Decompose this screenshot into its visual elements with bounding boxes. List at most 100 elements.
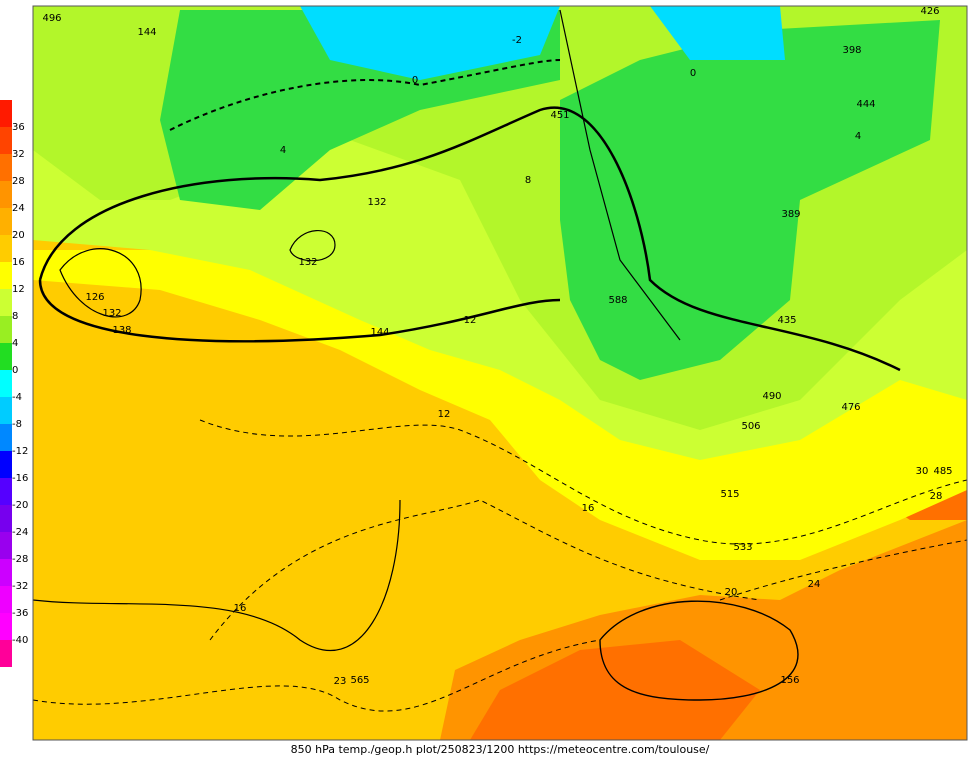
colorbar-swatch xyxy=(0,532,12,559)
colorbar-label: 28 xyxy=(12,176,25,187)
contour-144 xyxy=(38,279,561,343)
contour-label: 12 xyxy=(438,409,451,420)
colorbar-label: 4 xyxy=(12,338,18,349)
contour-132 xyxy=(59,248,142,318)
contours xyxy=(33,9,967,712)
contour-label: 132 xyxy=(367,197,386,208)
colorbar-label: 20 xyxy=(12,230,25,241)
contour-label: 496 xyxy=(42,13,61,24)
contour-label: 389 xyxy=(781,209,800,220)
colorbar-label: -32 xyxy=(12,581,28,592)
colorbar-swatch xyxy=(0,370,12,397)
contour-label: 126 xyxy=(85,292,104,303)
contour-label: 12 xyxy=(464,315,477,326)
contour-label: 426 xyxy=(920,6,939,17)
contour-12 xyxy=(199,419,967,545)
colorbar-label: 0 xyxy=(12,365,18,376)
contour-label: 0 xyxy=(412,75,418,86)
colorbar-label: 16 xyxy=(12,257,25,268)
colorbar-swatch xyxy=(0,154,12,181)
contour-label: 588 xyxy=(608,295,627,306)
contour-label: 4 xyxy=(855,131,861,142)
contour-144 xyxy=(38,106,901,372)
contour-label: 4 xyxy=(280,145,286,156)
contour-label: 485 xyxy=(933,466,952,477)
contour-label: 16 xyxy=(234,603,247,614)
colorbar-swatch xyxy=(0,262,12,289)
contour-label: 435 xyxy=(777,315,796,326)
colorbar-swatch xyxy=(0,289,12,316)
contour-label: 506 xyxy=(741,421,760,432)
colorbar-label: -12 xyxy=(12,446,28,457)
contour-label: 30 xyxy=(916,466,929,477)
colorbar-swatch xyxy=(0,181,12,208)
colorbar-label: -28 xyxy=(12,554,28,565)
colorbar-swatch xyxy=(0,586,12,613)
colorbar-label: 8 xyxy=(12,311,18,322)
map-labels: 144 144 138 132 132 126 132 12 16 16 20 24 4 4 0 0 8 12 15… xyxy=(42,6,952,687)
contour-label: 16 xyxy=(582,503,595,514)
contour-label: 138 xyxy=(112,325,131,336)
contour-label: 24 xyxy=(808,579,821,590)
contour-132 xyxy=(289,230,336,262)
contour-label: 156 xyxy=(780,675,799,686)
colorbar-swatch xyxy=(0,640,12,667)
contour-4 xyxy=(169,59,561,131)
colorbar-label: -16 xyxy=(12,473,28,484)
colorbar-label: 32 xyxy=(12,149,25,160)
contour-line xyxy=(559,9,681,341)
contour-label: 132 xyxy=(298,257,317,268)
colorbar-swatch xyxy=(0,235,12,262)
colorbar-swatch xyxy=(0,559,12,586)
map-area: 144 144 138 132 132 126 132 12 16 16 20 24 4 4 0 0 8 12 15… xyxy=(32,5,968,741)
contour-label: 515 xyxy=(720,489,739,500)
caption: 850 hPa temp./geop.h plot/250823/1200 ht… xyxy=(291,743,710,756)
colorbar-swatch xyxy=(0,424,12,451)
colorbar-swatch xyxy=(0,208,12,235)
contour-20 xyxy=(33,639,601,712)
colorbar-swatch xyxy=(0,505,12,532)
colorbar-label: -24 xyxy=(12,527,28,538)
colorbar-swatch xyxy=(0,127,12,154)
colorbar-label: 12 xyxy=(12,284,25,295)
contour-label: 0 xyxy=(690,68,696,79)
colorbar-swatch xyxy=(0,100,12,127)
colorbar-swatch xyxy=(0,451,12,478)
zone-minus4-0 xyxy=(650,6,785,60)
colorbar-label: -20 xyxy=(12,500,28,511)
contour-label: 533 xyxy=(733,542,752,553)
contour-label: 476 xyxy=(841,402,860,413)
colorbar-swatch xyxy=(0,343,12,370)
contour-24 xyxy=(719,539,967,601)
contour-label: 28 xyxy=(930,491,943,502)
colorbar: 36 32 28 24 20 16 12 8 4 0 -4 -8 -12 -16 -20 -24 -28 -32 -… xyxy=(0,100,28,667)
contour-line xyxy=(33,499,401,652)
colorbar-label: -40 xyxy=(12,635,28,646)
colorbar-label: 24 xyxy=(12,203,25,214)
contour-label: 451 xyxy=(550,110,569,121)
contour-label: 444 xyxy=(856,99,875,110)
colorbar-swatch xyxy=(0,397,12,424)
zone-4-8 xyxy=(560,20,940,380)
contour-label: 8 xyxy=(525,175,531,186)
contour-label: 565 xyxy=(350,675,369,686)
contour-label: 20 xyxy=(725,587,738,598)
contour-label: 144 xyxy=(370,327,389,338)
zone-24-28 xyxy=(470,640,760,740)
colorbar-swatch xyxy=(0,478,12,505)
colorbar-label: -36 xyxy=(12,608,28,619)
contour-label: 132 xyxy=(102,308,121,319)
contour-label: 398 xyxy=(842,45,861,56)
colorbar-swatch xyxy=(0,613,12,640)
colorbar-label: 36 xyxy=(12,122,25,133)
contour-label: 23 xyxy=(334,676,347,687)
contour-label: 490 xyxy=(762,391,781,402)
map-frame xyxy=(32,5,968,741)
colorbar-label: -4 xyxy=(12,392,22,403)
contour-156 xyxy=(599,600,799,701)
colorbar-swatch xyxy=(0,316,12,343)
contour-label: -2 xyxy=(512,35,522,46)
contour-16 xyxy=(209,499,761,641)
colorbar-label: -8 xyxy=(12,419,22,430)
